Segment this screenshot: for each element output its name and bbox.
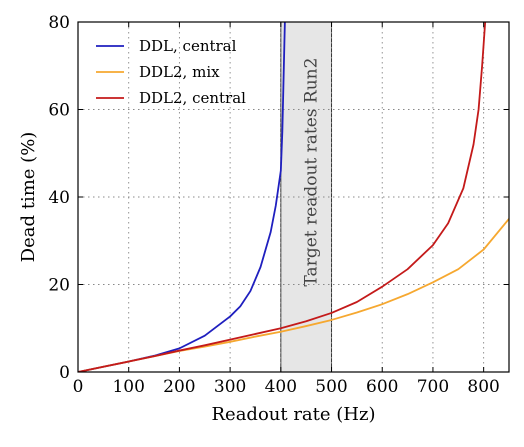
x-tick-label: 100 — [112, 377, 144, 397]
y-tick-label: 60 — [48, 101, 70, 121]
x-tick-label: 0 — [73, 377, 84, 397]
tick-layer: 0 100 200 300 400 500 600 700 800 0 20 40 60 80 — [48, 13, 509, 397]
x-tick-label: 500 — [315, 377, 347, 397]
y-tick-label: 40 — [48, 188, 70, 208]
grid-layer — [78, 22, 509, 372]
x-tick-label: 400 — [265, 377, 297, 397]
band-label: Target readout rates Run2 — [302, 58, 322, 287]
x-tick-label: 300 — [214, 377, 246, 397]
series-layer — [78, 22, 509, 372]
series-line — [78, 22, 487, 372]
legend-label: DDL2, mix — [139, 63, 220, 81]
x-tick-label: 700 — [417, 377, 449, 397]
y-axis-label: Dead time (%) — [18, 132, 39, 263]
y-tick-label: 0 — [59, 363, 70, 383]
x-axis-label: Readout rate (Hz) — [211, 404, 375, 425]
legend-label: DDL, central — [139, 37, 237, 55]
x-tick-label: 600 — [366, 377, 398, 397]
legend-label: DDL2, central — [139, 89, 246, 107]
legend: DDL, central DDL2, mix DDL2, central — [96, 37, 246, 107]
y-tick-label: 20 — [48, 276, 70, 296]
y-tick-label: 80 — [48, 13, 70, 33]
x-tick-label: 800 — [467, 377, 499, 397]
x-tick-label: 200 — [163, 377, 195, 397]
